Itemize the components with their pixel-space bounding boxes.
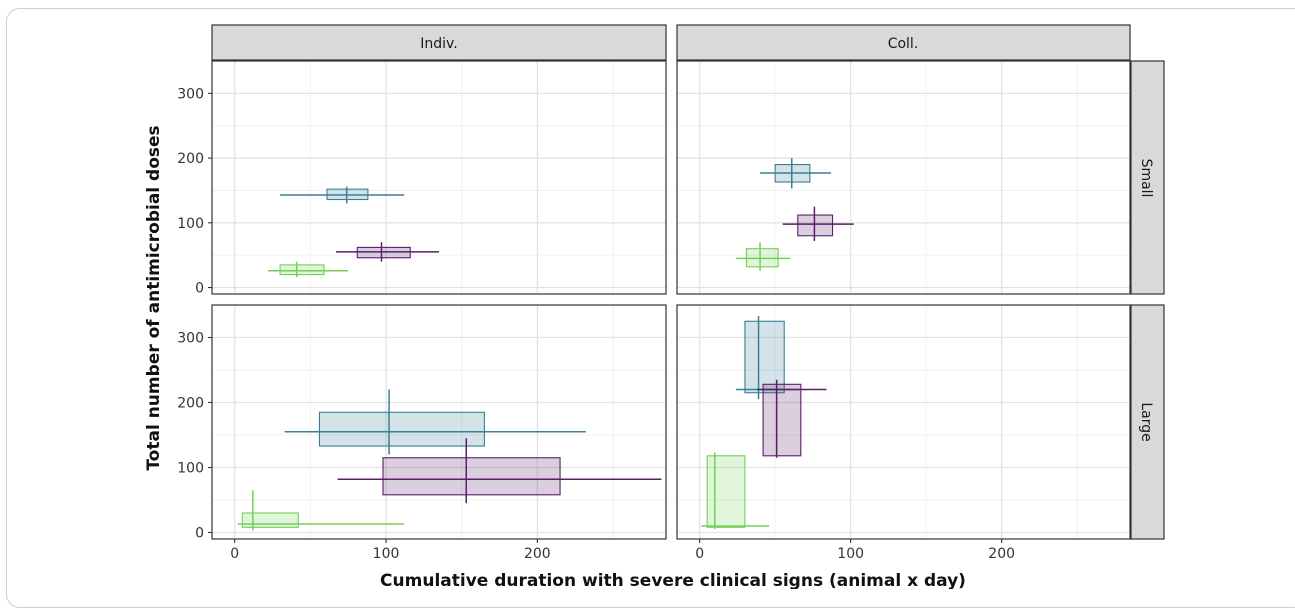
series-group-1	[757, 379, 827, 458]
iqr-box	[744, 320, 785, 394]
series-group-0	[735, 316, 800, 400]
panel-coll-small	[676, 60, 1131, 295]
strip-row-small-label: Small	[1138, 159, 1154, 198]
iqr-box	[706, 455, 746, 528]
x-tick-label: 100	[373, 546, 400, 562]
panel-border	[676, 304, 1131, 540]
y-tick-label: 0	[195, 281, 204, 297]
series-group-2	[735, 242, 791, 271]
y-tick-label: 200	[177, 151, 204, 167]
x-axis-title: Cumulative duration with severe clinical…	[380, 571, 966, 589]
panel-border	[211, 304, 667, 540]
y-tick-label: 300	[177, 86, 204, 102]
iqr-box	[241, 512, 299, 528]
panel-indiv-large	[211, 304, 667, 540]
series-group-1	[336, 242, 439, 262]
series-group-2	[701, 452, 770, 530]
series-group-1	[337, 438, 662, 504]
strip-row-large-label: Large	[1138, 402, 1154, 441]
panel-border	[676, 60, 1131, 295]
iqr-box	[762, 383, 802, 457]
panel-border	[211, 60, 667, 295]
strip-col-indiv-label: Indiv.	[420, 36, 457, 52]
y-tick-label: 300	[177, 331, 204, 347]
series-group-0	[760, 158, 832, 189]
x-tick-label: 0	[695, 546, 704, 562]
y-axis-title: Total number of antimicrobial doses	[144, 125, 164, 470]
strip-row-large: Large	[1130, 304, 1165, 540]
y-tick-label: 100	[177, 461, 204, 477]
iqr-box	[382, 457, 561, 496]
panel-indiv-small	[211, 60, 667, 295]
series-group-0	[284, 389, 586, 455]
y-tick-label: 0	[195, 526, 204, 542]
strip-col-coll-label: Coll.	[888, 36, 919, 52]
series-group-2	[267, 261, 349, 278]
panel-coll-large	[676, 304, 1131, 540]
y-tick-label: 200	[177, 396, 204, 412]
series-group-1	[782, 206, 854, 241]
x-tick-label: 200	[988, 546, 1015, 562]
strip-row-small: Small	[1130, 60, 1165, 295]
faceted-chart: Total number of antimicrobial doses Cumu…	[144, 24, 1165, 589]
iqr-box	[797, 214, 834, 237]
strip-col-coll: Coll.	[676, 24, 1131, 61]
x-tick-label: 0	[230, 546, 239, 562]
iqr-box	[279, 264, 325, 276]
y-tick-label: 100	[177, 216, 204, 232]
strip-col-indiv: Indiv.	[211, 24, 667, 61]
series-group-2	[237, 490, 405, 531]
x-tick-label: 100	[837, 546, 864, 562]
panel-background	[212, 61, 666, 294]
x-tick-label: 200	[524, 546, 551, 562]
series-group-0	[280, 186, 405, 204]
iqr-box	[318, 411, 485, 447]
